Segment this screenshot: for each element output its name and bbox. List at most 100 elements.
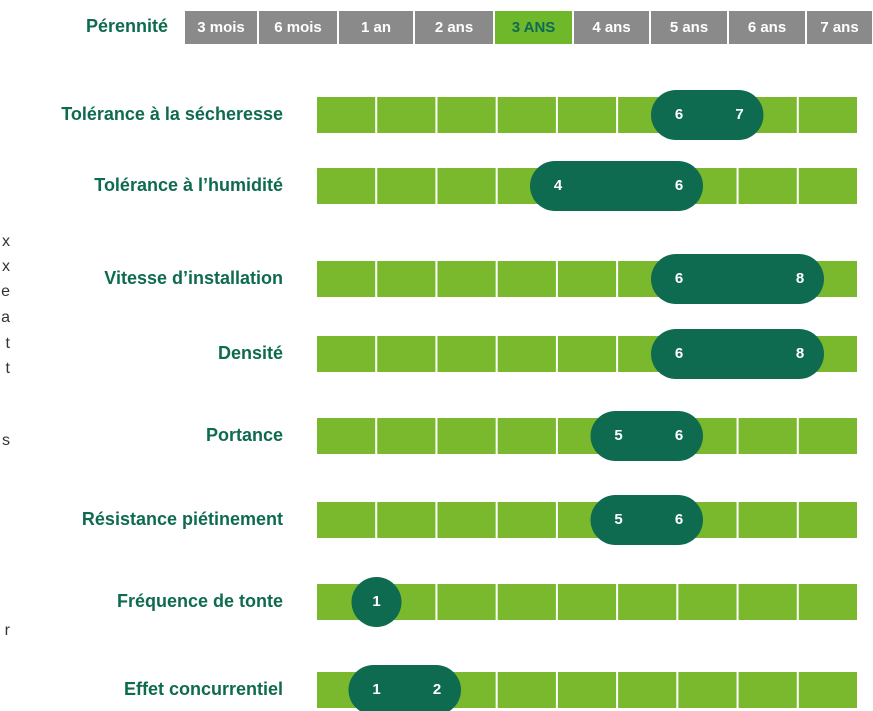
- scale-box: [807, 11, 872, 44]
- track-cell: [798, 584, 857, 620]
- row-label: Tolérance à l’humidité: [94, 175, 283, 195]
- range-value: 6: [675, 106, 683, 123]
- text-fragment: t: [6, 335, 11, 352]
- track-cell: [437, 418, 496, 454]
- track-cell: [437, 584, 496, 620]
- track-cell: [497, 672, 556, 708]
- scale-box: [259, 11, 337, 44]
- track-cell: [317, 502, 376, 538]
- range-pill: [651, 329, 824, 379]
- range-value: 5: [614, 427, 622, 444]
- range-value: 8: [796, 270, 804, 287]
- track-cell: [377, 168, 436, 204]
- track-cell: [497, 418, 556, 454]
- scale-label: 7 ans: [820, 19, 858, 36]
- track-cell: [738, 418, 797, 454]
- scale-box: [185, 11, 257, 44]
- track-cell: [437, 336, 496, 372]
- track-cell: [557, 97, 617, 133]
- range-value: 6: [675, 345, 683, 362]
- track-cell: [798, 168, 857, 204]
- range-value: 4: [554, 177, 563, 194]
- range-pill: [348, 665, 461, 711]
- row-label: Résistance piétinement: [82, 509, 283, 529]
- track-cell: [497, 584, 556, 620]
- text-fragment: e: [1, 283, 10, 300]
- header-label: Pérennité: [86, 16, 168, 36]
- track-cell: [317, 336, 376, 372]
- scale-box: [495, 11, 572, 44]
- track-cell: [678, 584, 737, 620]
- track-cell: [738, 672, 797, 708]
- text-fragment: t: [6, 360, 11, 377]
- range-value: 5: [614, 511, 622, 528]
- text-fragment: s: [2, 432, 10, 449]
- track-cell: [798, 502, 857, 538]
- track-cell: [377, 97, 436, 133]
- range-value: 6: [675, 427, 683, 444]
- row-label: Effet concurrentiel: [124, 679, 283, 699]
- range-value: 8: [796, 345, 804, 362]
- scale-label: 4 ans: [592, 19, 630, 36]
- range-value: 1: [372, 593, 380, 610]
- track-cell: [738, 168, 797, 204]
- track-cell: [738, 502, 797, 538]
- track-cell: [437, 261, 496, 297]
- track-cell: [738, 584, 797, 620]
- scale-box: [729, 11, 805, 44]
- track-cell: [798, 97, 857, 133]
- track-cell: [557, 584, 617, 620]
- track-cell: [678, 672, 737, 708]
- scale-label: 3 ANS: [512, 19, 556, 36]
- track-cell: [497, 97, 556, 133]
- track-cell: [557, 261, 617, 297]
- text-fragment: x: [2, 258, 10, 275]
- text-fragment: x: [2, 233, 10, 250]
- range-value: 6: [675, 511, 683, 528]
- scale-box: [574, 11, 649, 44]
- scale-label: 3 mois: [197, 19, 245, 36]
- scale-label: 5 ans: [670, 19, 708, 36]
- range-pill: [651, 254, 824, 304]
- range-value: 2: [433, 681, 441, 698]
- track-cell: [557, 672, 617, 708]
- track-cell: [618, 584, 677, 620]
- row-label: Densité: [218, 343, 283, 363]
- range-pill: [530, 161, 703, 211]
- track-cell: [798, 672, 857, 708]
- range-pill: [351, 577, 402, 627]
- scale-label: 2 ans: [435, 19, 473, 36]
- track-cell: [557, 336, 617, 372]
- scale-label: 1 an: [361, 19, 391, 36]
- text-fragment: r: [5, 622, 11, 639]
- track-cell: [377, 261, 436, 297]
- text-fragment: a: [1, 309, 10, 326]
- range-pill: [590, 495, 703, 545]
- track-cell: [317, 261, 376, 297]
- range-value: 1: [372, 681, 380, 698]
- track-cell: [377, 336, 436, 372]
- row-label: Vitesse d’installation: [104, 268, 283, 288]
- range-pill: [590, 411, 703, 461]
- row-label: Fréquence de tonte: [117, 591, 283, 611]
- track-cell: [618, 672, 677, 708]
- track-cell: [497, 502, 556, 538]
- track-cell: [497, 261, 556, 297]
- scale-label: 6 mois: [274, 19, 322, 36]
- scale-box: [339, 11, 413, 44]
- track-cell: [377, 502, 436, 538]
- scale-label: 6 ans: [748, 19, 786, 36]
- track-cell: [437, 97, 496, 133]
- range-value: 6: [675, 270, 683, 287]
- scale-box: [651, 11, 727, 44]
- row-label: Tolérance à la sécheresse: [61, 104, 283, 124]
- scale-box: [415, 11, 493, 44]
- track-cell: [798, 418, 857, 454]
- track-cell: [437, 502, 496, 538]
- track-cell: [497, 336, 556, 372]
- row-label: Portance: [206, 425, 283, 445]
- track-cell: [437, 168, 496, 204]
- track-cell: [317, 418, 376, 454]
- range-pill: [651, 90, 764, 140]
